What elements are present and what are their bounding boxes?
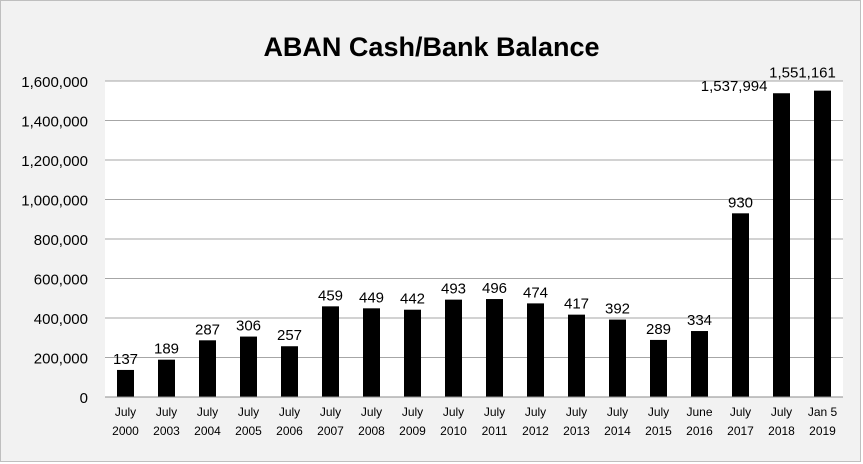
data-label: 334 xyxy=(687,312,712,329)
gridlines xyxy=(105,80,843,358)
data-label: 289 xyxy=(646,321,671,338)
bar xyxy=(732,213,749,397)
y-tick-label: 1,600,000 xyxy=(21,74,88,91)
x-tick-label: July xyxy=(730,405,751,419)
bar xyxy=(322,306,339,397)
bar xyxy=(691,331,708,397)
data-label: 496 xyxy=(482,280,507,297)
data-label: 442 xyxy=(400,291,425,308)
y-tick-label: 1,200,000 xyxy=(21,153,88,170)
x-tick-label: July xyxy=(115,405,136,419)
bar xyxy=(773,93,790,397)
bar xyxy=(568,314,585,397)
data-label: 189 xyxy=(154,341,179,358)
bar xyxy=(814,90,831,398)
bar xyxy=(486,299,503,397)
x-tick-label: July xyxy=(156,405,177,419)
y-tick-label: 1,400,000 xyxy=(21,114,88,131)
data-label: 287 xyxy=(195,321,220,338)
bar xyxy=(363,308,380,397)
bar xyxy=(199,340,216,397)
x-tick-label: 2019 xyxy=(809,424,836,438)
bar xyxy=(650,339,667,397)
bars xyxy=(117,90,831,398)
x-tick-label: July xyxy=(566,405,587,419)
x-tick-label: 2013 xyxy=(563,424,590,438)
x-axis-tick-labels: July 2000 July 2003 July 2004 July 2005 July 2006… xyxy=(112,405,837,438)
y-tick-label: 200,000 xyxy=(34,351,88,368)
x-tick-label: July xyxy=(279,405,300,419)
y-tick-label: 0 xyxy=(80,390,88,407)
x-tick-label: July xyxy=(361,405,382,419)
bar xyxy=(527,303,544,397)
x-tick-label: July xyxy=(238,405,259,419)
x-tick-label: 2012 xyxy=(522,424,549,438)
y-tick-label: 400,000 xyxy=(34,311,88,328)
x-tick-label: 2004 xyxy=(194,424,221,438)
x-tick-label: 2011 xyxy=(482,424,508,438)
data-label: 449 xyxy=(359,289,384,306)
x-tick-label: 2008 xyxy=(358,424,385,438)
data-label: 493 xyxy=(441,281,466,298)
x-tick-label: 2016 xyxy=(686,424,713,438)
bar xyxy=(281,346,298,397)
x-tick-label: July xyxy=(484,405,505,419)
x-tick-label: Jan 5 xyxy=(808,405,838,419)
x-tick-label: 2003 xyxy=(153,424,180,438)
x-tick-label: 2005 xyxy=(235,424,262,438)
x-tick-label: July xyxy=(648,405,669,419)
x-tick-label: June xyxy=(686,405,712,419)
data-label: 1,551,161 xyxy=(769,65,836,82)
data-label: 137 xyxy=(113,351,138,368)
x-tick-label: 2010 xyxy=(440,424,467,438)
data-labels: 137 189 287 306 257 459 449 442 493 496 474 417 392 2… xyxy=(113,65,836,368)
chart-title: ABAN Cash/Bank Balance xyxy=(263,32,600,62)
x-tick-label: 2014 xyxy=(604,424,631,438)
data-label: 392 xyxy=(605,301,630,318)
data-label: 1,537,994 xyxy=(701,78,768,95)
bar xyxy=(609,319,626,397)
x-tick-label: 2009 xyxy=(399,424,426,438)
bar xyxy=(158,359,175,397)
y-axis-tick-labels: 0 200,000 400,000 600,000 800,000 1,000,000 1,… xyxy=(21,74,88,407)
x-tick-label: July xyxy=(607,405,628,419)
x-tick-label: 2006 xyxy=(276,424,303,438)
y-tick-label: 600,000 xyxy=(34,272,88,289)
x-tick-label: 2007 xyxy=(317,424,344,438)
bar xyxy=(240,336,257,397)
data-label: 930 xyxy=(728,194,753,211)
y-tick-label: 1,000,000 xyxy=(21,193,88,210)
x-tick-label: 2015 xyxy=(645,424,672,438)
x-tick-label: 2017 xyxy=(727,424,754,438)
x-tick-label: July xyxy=(771,405,792,419)
bar xyxy=(404,309,421,397)
x-tick-label: 2000 xyxy=(112,424,139,438)
data-label: 257 xyxy=(277,327,302,344)
data-label: 306 xyxy=(236,318,261,335)
x-tick-label: 2018 xyxy=(768,424,795,438)
x-tick-label: July xyxy=(320,405,341,419)
x-tick-label: July xyxy=(402,405,423,419)
data-label: 417 xyxy=(564,296,589,313)
x-tick-label: July xyxy=(525,405,546,419)
bar xyxy=(445,299,462,397)
x-tick-label: July xyxy=(197,405,218,419)
x-tick-label: July xyxy=(443,405,464,419)
data-label: 459 xyxy=(318,287,343,304)
y-tick-label: 800,000 xyxy=(34,232,88,249)
bar xyxy=(117,369,134,397)
data-label: 474 xyxy=(523,284,548,301)
